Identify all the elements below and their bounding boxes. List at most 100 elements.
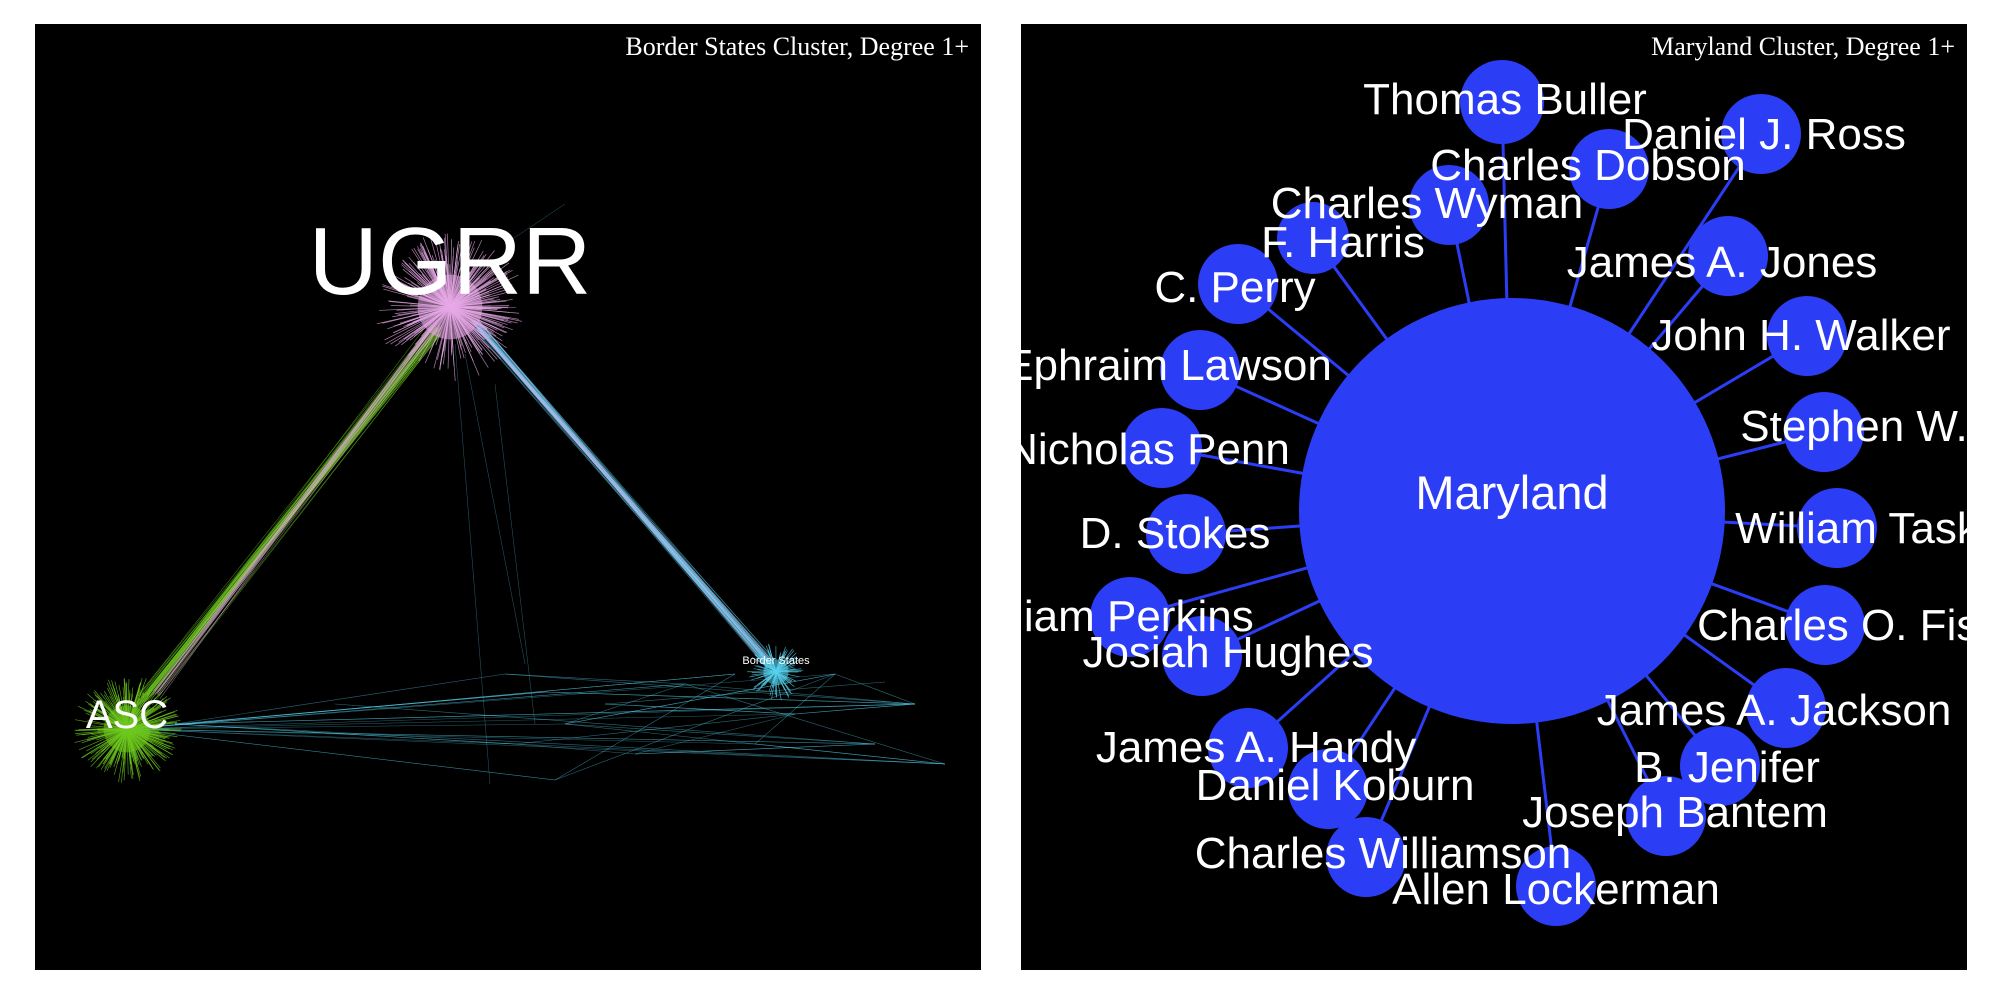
node-label: Charles O. Fish xyxy=(1697,601,1967,650)
person-node xyxy=(1460,60,1544,144)
person-node xyxy=(1797,488,1877,568)
edge xyxy=(126,723,566,730)
edge xyxy=(126,691,546,730)
edge xyxy=(126,728,876,745)
node-label: D. Stokes xyxy=(1080,509,1271,558)
edge xyxy=(684,683,946,765)
node-label: Daniel Koburn xyxy=(1196,761,1475,810)
node-label: lliam Perkins xyxy=(1021,592,1254,641)
cluster-core xyxy=(417,274,483,340)
person-node xyxy=(1160,330,1240,410)
person-node xyxy=(1122,408,1202,488)
edge xyxy=(158,327,439,696)
edge xyxy=(152,326,433,692)
edge xyxy=(126,683,686,730)
panel-title: Maryland Cluster, Degree 1+ xyxy=(1651,32,1955,61)
edge xyxy=(754,743,946,765)
node-label: Nicholas Penn xyxy=(1021,425,1290,474)
edge xyxy=(564,723,876,745)
edge xyxy=(154,328,438,692)
node-label: Ephraim Lawson xyxy=(1021,341,1332,390)
cluster-border xyxy=(747,643,804,701)
edge xyxy=(126,683,686,730)
edge xyxy=(126,728,556,781)
border-states-graph-panel: Border States Cluster, Degree 1+ UGRR AS… xyxy=(35,24,981,970)
edge xyxy=(157,319,440,696)
edge xyxy=(564,673,836,725)
edge xyxy=(139,327,430,694)
edge xyxy=(126,673,736,730)
node-label: Daniel J. Ross xyxy=(1622,110,1906,159)
cluster-ugrr xyxy=(376,233,523,382)
edge xyxy=(474,326,773,665)
node-label: James A. Handy xyxy=(1096,723,1416,772)
edge xyxy=(504,673,916,705)
cluster-label-border-states: Border States xyxy=(742,655,810,667)
node-label: Josiah Hughes xyxy=(1082,628,1373,677)
cluster-label-ugrr: UGRR xyxy=(309,208,592,315)
edge xyxy=(504,673,686,685)
edge xyxy=(145,335,431,702)
person-node xyxy=(1090,577,1170,657)
edge xyxy=(126,728,876,745)
person-node xyxy=(1326,817,1406,897)
node-label: Stephen W. H xyxy=(1740,402,1967,451)
edge xyxy=(564,683,686,725)
node-label: William Task xyxy=(1735,504,1967,553)
edge xyxy=(126,728,756,745)
node-label: John H. Walker xyxy=(1651,311,1950,360)
edge xyxy=(126,691,546,730)
cluster-core xyxy=(103,705,151,753)
person-node xyxy=(1785,585,1865,665)
node-label: Charles Dobson xyxy=(1430,141,1746,190)
edge xyxy=(464,353,526,665)
edge xyxy=(454,343,491,785)
person-node xyxy=(1767,296,1847,376)
person-node xyxy=(1516,846,1596,926)
edge xyxy=(478,326,774,663)
hub-label: Maryland xyxy=(1415,466,1608,519)
edge xyxy=(174,691,546,725)
node-label: Charles Wyman xyxy=(1271,179,1584,228)
edge xyxy=(604,681,886,705)
node-label: James A. Jones xyxy=(1567,238,1878,287)
edge xyxy=(150,323,437,697)
person-node xyxy=(1688,216,1768,296)
edge xyxy=(476,327,774,662)
person-node xyxy=(1288,749,1368,829)
edge xyxy=(476,321,768,668)
maryland-graph-panel: Maryland Cluster, Degree 1+ Thomas Bulle… xyxy=(1021,24,1967,970)
network-nodes xyxy=(1090,60,1877,926)
edge xyxy=(494,383,536,725)
edge xyxy=(126,728,946,765)
node-label: C. Perry xyxy=(1154,263,1315,312)
node-label: Charles Williamson xyxy=(1195,829,1572,878)
network-edges xyxy=(126,203,946,785)
edge xyxy=(137,328,430,705)
edge xyxy=(514,743,946,765)
edge xyxy=(126,673,736,730)
edge xyxy=(634,713,796,755)
edge xyxy=(504,203,566,245)
person-node xyxy=(1680,726,1760,806)
cluster-core xyxy=(763,659,789,685)
edge xyxy=(834,673,916,705)
edge-bundle xyxy=(150,319,440,700)
edge xyxy=(126,673,836,730)
edge xyxy=(554,673,836,781)
edge xyxy=(126,713,796,730)
edge xyxy=(554,673,736,781)
edge xyxy=(471,320,767,666)
hub-node-maryland xyxy=(1299,298,1725,724)
person-node xyxy=(1277,202,1349,274)
edge xyxy=(126,728,516,745)
person-node xyxy=(1746,668,1826,748)
person-node xyxy=(1721,94,1801,174)
person-node xyxy=(1409,165,1489,245)
person-node xyxy=(1208,708,1288,788)
person-node xyxy=(1146,494,1226,574)
edge xyxy=(754,673,836,745)
edge xyxy=(140,324,432,701)
edge xyxy=(174,723,946,765)
